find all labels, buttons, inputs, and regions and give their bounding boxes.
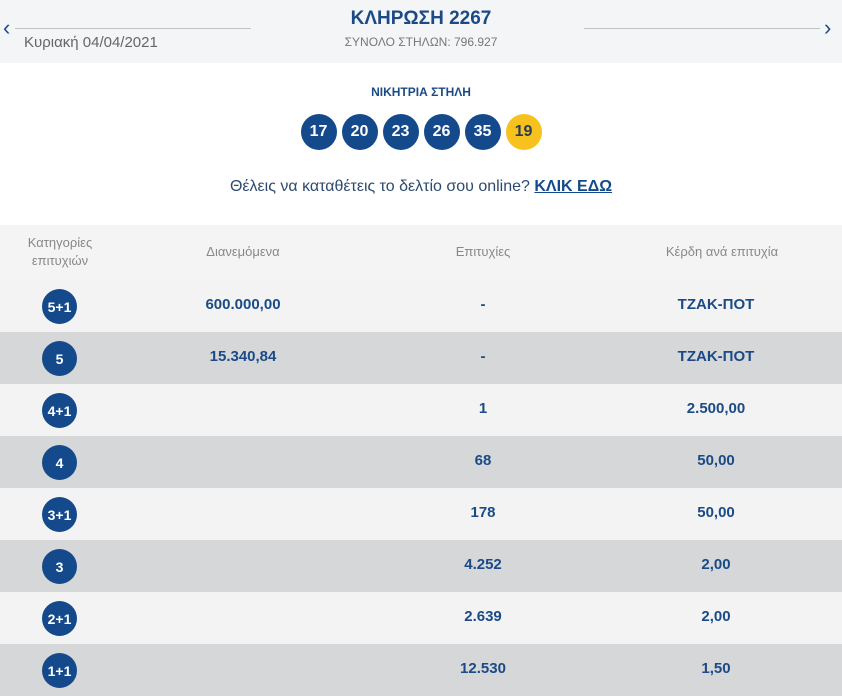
prize-value: ΤΖΑΚ-ΠΟΤ [677, 296, 755, 313]
category-badge: 1+1 [42, 653, 77, 688]
winning-numbers: 17 20 23 26 35 19 [0, 114, 842, 150]
chevron-left-icon[interactable]: ‹ [3, 15, 11, 40]
category-badge: 5+1 [42, 289, 77, 324]
draw-date: Κυριακή 04/04/2021 [24, 34, 158, 51]
category-badge: 2+1 [42, 601, 77, 636]
category-badge: 5 [42, 341, 77, 376]
draw-title: ΚΛΗΡΩΣΗ 2267 [350, 8, 492, 29]
number-ball: 17 [300, 114, 337, 150]
promo-text: Θέλεις να καταθέτεις το δελτίο σου onlin… [0, 178, 842, 196]
winners-value: 68 [474, 452, 492, 469]
category-badge: 3 [42, 549, 77, 584]
col-category: Κατηγορίες επιτυχιών [27, 235, 93, 268]
winners-value: - [480, 348, 486, 365]
table-row: 5+1 600.000,00 - ΤΖΑΚ-ΠΟΤ [0, 280, 842, 332]
prize-value: 2,00 [701, 556, 731, 573]
category-badge: 3+1 [42, 497, 77, 532]
distributed-value: 600.000,00 [205, 296, 281, 313]
total-columns: ΣΥΝΟΛΟ ΣΤΗΛΩΝ: 796.927 [344, 35, 498, 49]
number-ball: 35 [464, 114, 501, 150]
winners-value: 12.530 [460, 660, 506, 677]
winners-value: 2.639 [464, 608, 502, 625]
number-ball: 23 [382, 114, 419, 150]
table-row: 3 4.252 2,00 [0, 540, 842, 592]
promo-label: Θέλεις να καταθέτεις το δελτίο σου onlin… [229, 178, 535, 195]
table-row: 3+1 178 50,00 [0, 488, 842, 540]
prize-value: 1,50 [701, 660, 731, 677]
category-badge: 4 [42, 445, 77, 480]
table-row: 5 15.340,84 - ΤΖΑΚ-ΠΟΤ [0, 332, 842, 384]
category-badge: 4+1 [42, 393, 77, 428]
winners-value: 178 [470, 504, 496, 521]
click-here-link[interactable]: ΚΛΙΚ ΕΔΩ [534, 178, 613, 195]
table-row: 1+1 12.530 1,50 [0, 644, 842, 696]
winners-value: 4.252 [464, 556, 502, 573]
number-ball: 20 [341, 114, 378, 150]
col-prize: Κέρδη ανά επιτυχία [665, 244, 779, 259]
winners-value: 1 [478, 400, 488, 417]
prize-value: 2,00 [701, 608, 731, 625]
joker-ball: 19 [505, 114, 542, 150]
table-row: 2+1 2.639 2,00 [0, 592, 842, 644]
table-row: 4 68 50,00 [0, 436, 842, 488]
prize-value: 50,00 [697, 452, 735, 469]
divider [15, 28, 251, 29]
winners-value: - [480, 296, 486, 313]
winning-label: ΝΙΚΗΤΡΙΑ ΣΤΗΛΗ [371, 85, 471, 99]
prize-value: 2.500,00 [686, 400, 746, 417]
draw-header: ‹ › Κυριακή 04/04/2021 ΚΛΗΡΩΣΗ 2267 ΣΥΝΟ… [0, 0, 842, 63]
prize-value: ΤΖΑΚ-ΠΟΤ [677, 348, 755, 365]
col-winners: Επιτυχίες [455, 244, 511, 259]
table-header: Κατηγορίες επιτυχιών Διανεμόμενα Επιτυχί… [0, 225, 842, 280]
table-row: 4+1 1 2.500,00 [0, 384, 842, 436]
col-distributed: Διανεμόμενα [206, 244, 280, 259]
number-ball: 26 [423, 114, 460, 150]
divider [584, 28, 820, 29]
distributed-value: 15.340,84 [209, 348, 277, 365]
chevron-right-icon[interactable]: › [824, 15, 832, 40]
prize-value: 50,00 [697, 504, 735, 521]
